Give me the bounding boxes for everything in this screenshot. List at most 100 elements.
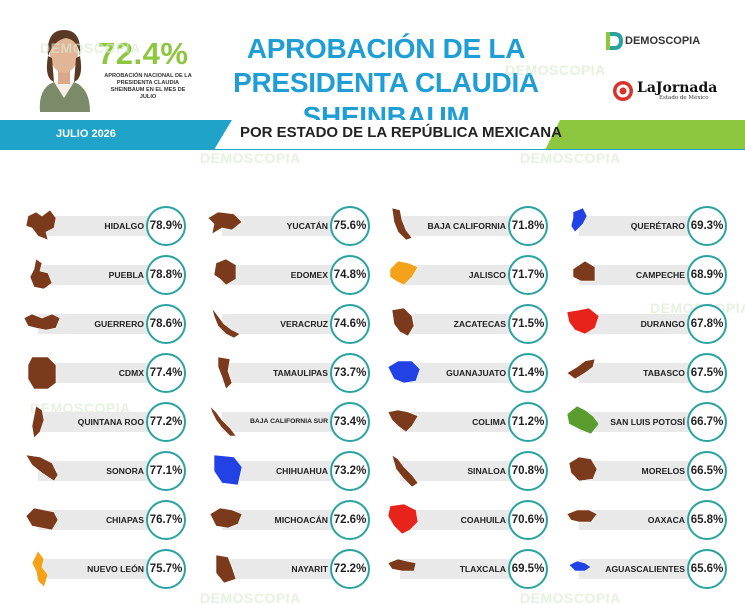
state-approval-badge: 67.8% bbox=[687, 304, 727, 344]
state-name: NUEVO LEÓN bbox=[87, 564, 144, 574]
state-bar bbox=[38, 559, 166, 579]
state-map-icon bbox=[387, 558, 417, 572]
state-approval-value: 77.2% bbox=[149, 416, 183, 428]
state-name: MICHOACÁN bbox=[274, 515, 328, 525]
state-item: QUINTANA ROO 77.2% bbox=[22, 400, 186, 442]
state-name: PUEBLA bbox=[108, 270, 144, 280]
state-map-icon bbox=[213, 454, 243, 486]
state-approval-value: 65.8% bbox=[690, 514, 724, 526]
state-approval-value: 74.6% bbox=[333, 318, 367, 330]
state-map-icon bbox=[568, 560, 592, 572]
state-map-icon bbox=[387, 409, 419, 433]
state-item: COLIMA 71.2% bbox=[384, 400, 548, 442]
state-map-icon bbox=[566, 358, 596, 380]
state-approval-value: 76.7% bbox=[149, 514, 183, 526]
state-map-icon bbox=[27, 356, 57, 390]
state-bar bbox=[400, 216, 528, 236]
watermark: DEMOSCOPIA bbox=[200, 590, 301, 605]
state-map-icon bbox=[209, 507, 243, 529]
state-bar bbox=[222, 314, 350, 334]
state-bar bbox=[222, 510, 350, 530]
state-approval-badge: 74.6% bbox=[330, 304, 370, 344]
state-item: EDOMEX 74.8% bbox=[206, 253, 370, 295]
state-bar bbox=[579, 265, 707, 285]
state-approval-badge: 75.7% bbox=[146, 549, 186, 589]
state-bar bbox=[38, 461, 166, 481]
state-approval-badge: 78.6% bbox=[146, 304, 186, 344]
subtitle-band bbox=[0, 120, 745, 150]
state-item: GUERRERO 78.6% bbox=[22, 302, 186, 344]
state-map-icon bbox=[566, 307, 600, 335]
state-item: QUERÉTARO 69.3% bbox=[563, 204, 727, 246]
state-name: GUANAJUATO bbox=[446, 368, 506, 378]
state-bar bbox=[400, 363, 528, 383]
state-approval-badge: 72.6% bbox=[330, 500, 370, 540]
state-name: AGUASCALIENTES bbox=[605, 564, 685, 574]
state-item: MORELOS 66.5% bbox=[563, 449, 727, 491]
state-name: CDMX bbox=[118, 368, 144, 378]
state-approval-value: 68.9% bbox=[690, 269, 724, 281]
state-approval-badge: 71.2% bbox=[508, 402, 548, 442]
state-bar bbox=[400, 559, 528, 579]
state-map-icon bbox=[389, 260, 419, 286]
state-item: ZACATECAS 71.5% bbox=[384, 302, 548, 344]
state-approval-badge: 67.5% bbox=[687, 353, 727, 393]
state-name: NAYARIT bbox=[291, 564, 328, 574]
state-map-icon bbox=[391, 307, 415, 337]
state-bar bbox=[222, 363, 350, 383]
state-name: YUCATÁN bbox=[286, 221, 328, 231]
state-approval-badge: 66.5% bbox=[687, 451, 727, 491]
state-bar bbox=[400, 461, 528, 481]
state-approval-value: 78.6% bbox=[149, 318, 183, 330]
state-bar bbox=[222, 265, 350, 285]
state-approval-value: 72.6% bbox=[333, 514, 367, 526]
state-approval-value: 69.5% bbox=[511, 563, 545, 575]
state-name: ZACATECAS bbox=[453, 319, 506, 329]
state-approval-value: 75.7% bbox=[149, 563, 183, 575]
state-map-icon bbox=[209, 405, 237, 437]
header: 72.4% APROBACIÓN NACIONAL DE LA PRESIDEN… bbox=[0, 0, 745, 132]
state-approval-value: 69.3% bbox=[690, 220, 724, 232]
state-item: TAMAULIPAS 73.7% bbox=[206, 351, 370, 393]
state-approval-badge: 71.5% bbox=[508, 304, 548, 344]
state-approval-value: 72.2% bbox=[333, 563, 367, 575]
state-item: BAJA CALIFORNIA SUR 73.4% bbox=[206, 400, 370, 442]
state-approval-badge: 77.2% bbox=[146, 402, 186, 442]
state-name: GUERRERO bbox=[94, 319, 144, 329]
report-date: JULIO 2026 bbox=[56, 128, 116, 140]
state-approval-value: 66.5% bbox=[690, 465, 724, 477]
state-map-icon bbox=[25, 454, 59, 482]
state-approval-badge: 70.6% bbox=[508, 500, 548, 540]
state-bar bbox=[579, 559, 707, 579]
state-approval-badge: 78.9% bbox=[146, 206, 186, 246]
state-approval-value: 77.1% bbox=[149, 465, 183, 477]
state-bar bbox=[38, 510, 166, 530]
state-name: TABASCO bbox=[643, 368, 685, 378]
state-approval-badge: 71.7% bbox=[508, 255, 548, 295]
watermark: DEMOSCOPIA bbox=[40, 40, 141, 56]
state-item: TLAXCALA 69.5% bbox=[384, 547, 548, 589]
state-bar bbox=[579, 461, 707, 481]
state-approval-value: 77.4% bbox=[149, 367, 183, 379]
state-map-icon bbox=[213, 258, 237, 286]
state-name: SAN LUIS POTOSÍ bbox=[610, 417, 685, 427]
state-bar bbox=[579, 510, 707, 530]
state-approval-badge: 76.7% bbox=[146, 500, 186, 540]
watermark: DEMOSCOPIA bbox=[520, 150, 621, 166]
state-item: AGUASCALIENTES 65.6% bbox=[563, 547, 727, 589]
la-jornada-name: LaJornada bbox=[637, 79, 718, 96]
state-bar bbox=[222, 412, 350, 432]
la-jornada-edition: Estado de México bbox=[659, 94, 709, 101]
state-name: VERACRUZ bbox=[280, 319, 328, 329]
state-approval-value: 67.5% bbox=[690, 367, 724, 379]
state-item: COAHUILA 70.6% bbox=[384, 498, 548, 540]
state-approval-value: 71.7% bbox=[511, 269, 545, 281]
state-approval-badge: 70.8% bbox=[508, 451, 548, 491]
state-item: BAJA CALIFORNIA 71.8% bbox=[384, 204, 548, 246]
state-approval-value: 67.8% bbox=[690, 318, 724, 330]
state-item: HIDALGO 78.9% bbox=[22, 204, 186, 246]
state-name: CAMPECHE bbox=[635, 270, 685, 280]
state-approval-badge: 73.2% bbox=[330, 451, 370, 491]
state-approval-value: 73.4% bbox=[333, 416, 367, 428]
